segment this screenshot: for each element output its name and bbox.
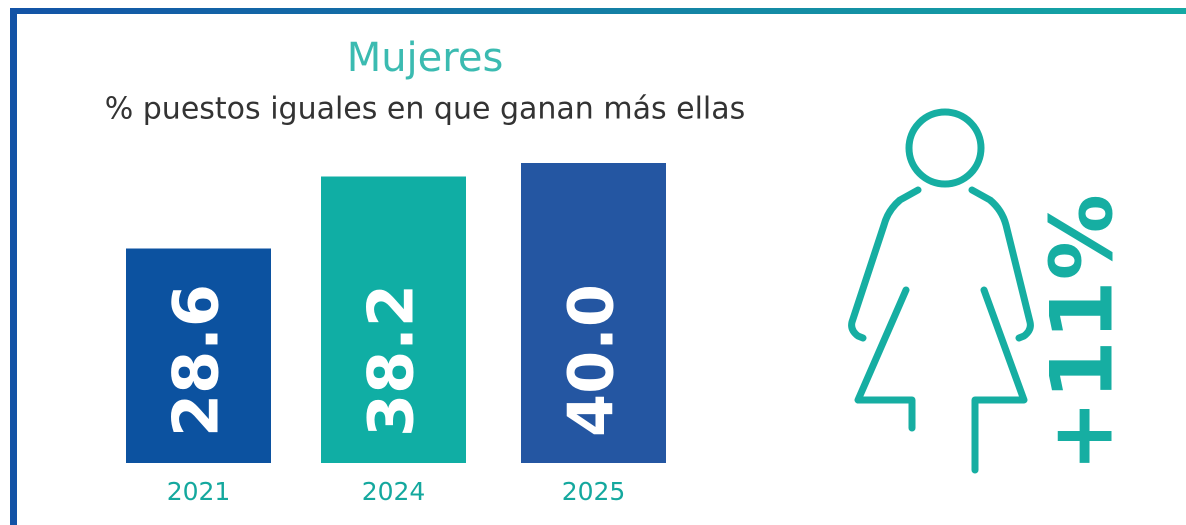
value-label: 28.6 [160,284,233,437]
x-tick-label: 2021 [167,477,231,506]
woman-icon [848,108,1034,474]
left-border [10,8,17,525]
chart-title: Mujeres [347,35,504,81]
chart-subtitle: % puestos iguales en que ganan más ellas [105,92,746,127]
bar [321,176,466,463]
top-border [10,8,1186,14]
annotation: +11% [1032,194,1132,472]
bar [521,163,666,463]
value-label: 40.0 [555,284,628,437]
bar [126,248,271,463]
value-label: 38.2 [355,284,428,437]
x-tick-label: 2025 [562,477,626,506]
x-tick-label: 2024 [362,477,426,506]
